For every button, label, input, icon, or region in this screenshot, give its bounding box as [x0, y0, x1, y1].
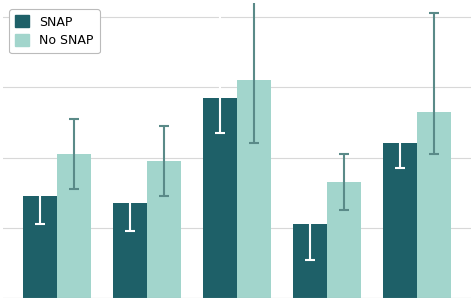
Bar [113, 203, 147, 298]
Bar [147, 161, 181, 298]
Bar [237, 80, 271, 298]
Bar [57, 154, 91, 298]
Bar [417, 112, 451, 298]
Bar [327, 182, 361, 298]
Bar [203, 98, 237, 298]
Bar [23, 196, 57, 298]
Legend: SNAP, No SNAP: SNAP, No SNAP [9, 9, 100, 53]
Bar [383, 144, 417, 298]
Bar [293, 224, 327, 298]
